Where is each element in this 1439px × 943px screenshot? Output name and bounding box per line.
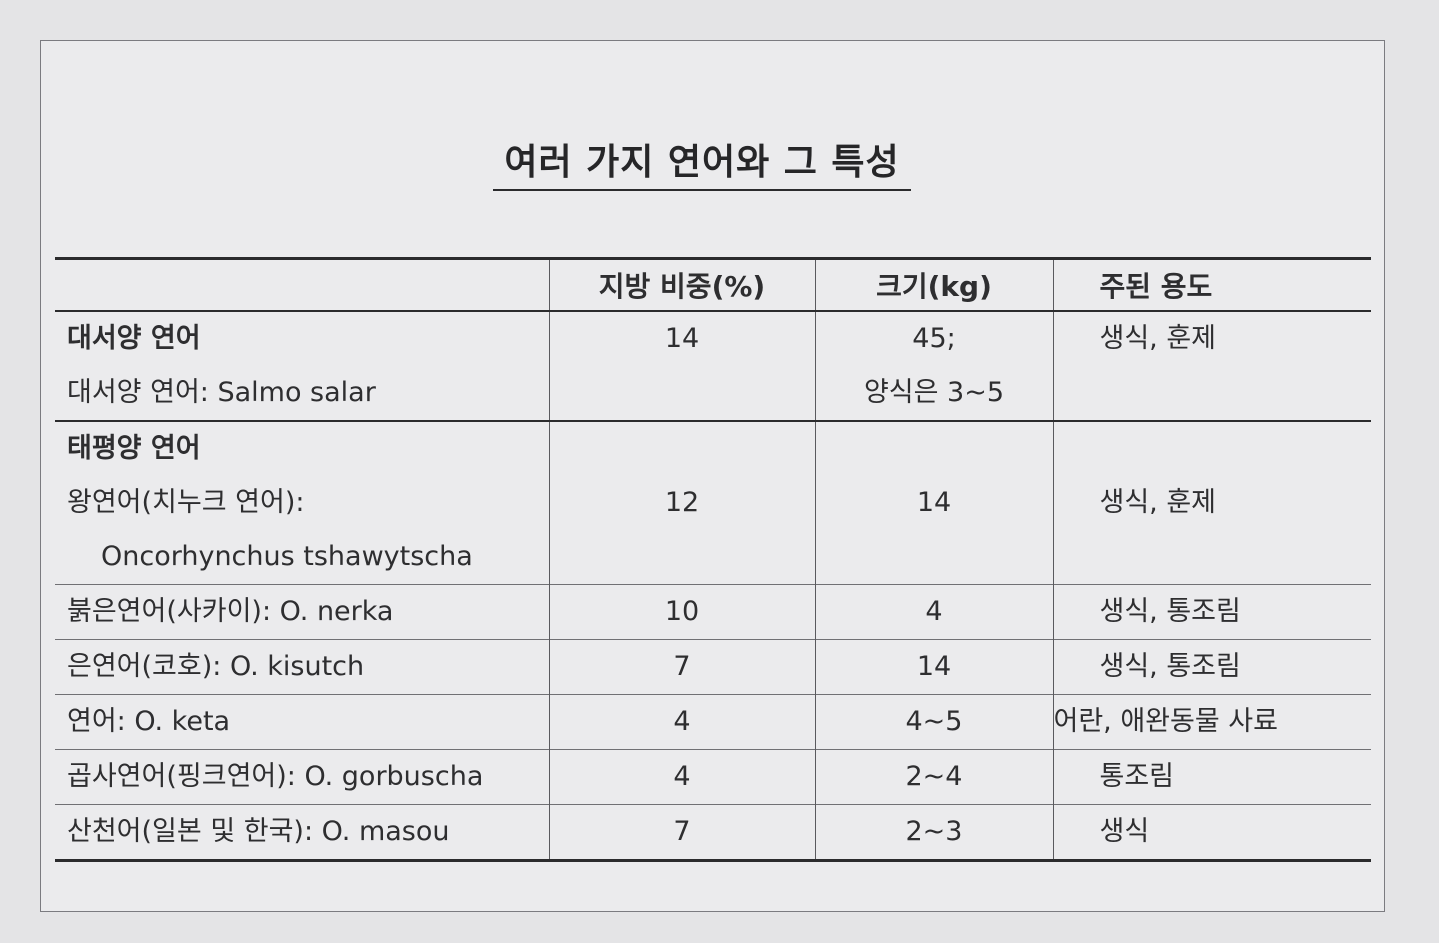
species-name: 붉은연어(사카이): O. nerka [67,596,394,627]
use-value: 생식 [1099,816,1150,847]
table-row: 곱사연어(핑크연어): O. gorbuscha 4 2~4 통조림 [55,749,1371,805]
use-value: 어란, 애완동물 사료 [1053,706,1278,737]
size-value: 4 [925,596,943,627]
use-cell: 생식, 훈제 [1052,311,1371,421]
header-row: 지방 비중(%) 크기(kg) 주된 용도 [55,257,1371,312]
name-cell: 태평양 연어 왕연어(치누크 연어): Oncorhynchus tshawyt… [55,420,549,585]
group-label-pacific: 태평양 연어 [67,433,201,464]
page-title: 여러 가지 연어와 그 특성 [504,142,900,183]
table-row: 태평양 연어 왕연어(치누크 연어): Oncorhynchus tshawyt… [55,420,1371,585]
fat-value: 7 [673,816,691,847]
size-value: 14 [916,651,952,682]
use-value: 생식, 훈제 [1099,323,1217,354]
size-value: 2~3 [905,816,963,847]
header-size: 크기(kg) [814,257,1053,312]
size-cell: 45; 양식은 3~5 [814,311,1053,421]
table-row: 연어: O. keta 4 4~5 어란, 애완동물 사료 [55,694,1371,750]
size-value: 14 [916,487,952,518]
use-value: 통조림 [1099,761,1175,792]
species-name: 은연어(코호): O. kisutch [67,651,365,682]
size-value: 2~4 [905,761,963,792]
size-value: 45; [912,323,956,354]
fat-value: 14 [664,323,700,354]
fat-value: 10 [664,596,700,627]
species-name: 대서양 연어: Salmo salar [67,377,376,408]
use-value: 생식, 통조림 [1099,651,1241,682]
name-cell: 대서양 연어 대서양 연어: Salmo salar [55,311,549,421]
fat-cell: 14 [548,311,815,421]
species-name: 왕연어(치누크 연어): [67,487,305,518]
size-cell: 14 [814,420,1053,585]
header-fat: 지방 비중(%) [548,257,815,312]
fat-value: 7 [673,651,691,682]
species-name: 연어: O. keta [67,706,231,737]
table-row: 은연어(코호): O. kisutch 7 14 생식, 통조림 [55,639,1371,695]
table-row: 산천어(일본 및 한국): O. masou 7 2~3 생식 [55,804,1371,862]
use-value: 생식, 훈제 [1099,487,1217,518]
table-row: 대서양 연어 대서양 연어: Salmo salar 14 45; 양식은 3~… [55,311,1371,421]
size-value: 4~5 [905,706,963,737]
table-panel: 여러 가지 연어와 그 특성 지방 비중(%) 크기(kg) 주된 용도 대서양… [40,40,1385,912]
size-note: 양식은 3~5 [863,377,1005,408]
fat-value: 4 [673,761,691,792]
species-name: 곱사연어(핑크연어): O. gorbuscha [67,761,484,792]
fat-cell: 12 [548,420,815,585]
fat-value: 4 [673,706,691,737]
fat-value: 12 [664,487,700,518]
title-underline: 여러 가지 연어와 그 특성 [493,133,911,191]
use-value: 생식, 통조림 [1099,596,1241,627]
table-row: 붉은연어(사카이): O. nerka 10 4 생식, 통조림 [55,584,1371,640]
header-name [55,257,549,312]
salmon-table: 지방 비중(%) 크기(kg) 주된 용도 대서양 연어 대서양 연어: Sal… [55,257,1371,862]
species-latin-name: Oncorhynchus tshawytscha [101,541,473,572]
group-label-atlantic: 대서양 연어 [67,323,201,354]
header-use: 주된 용도 [1052,257,1371,312]
use-cell: 생식, 훈제 [1052,420,1371,585]
species-name: 산천어(일본 및 한국): O. masou [67,816,450,847]
